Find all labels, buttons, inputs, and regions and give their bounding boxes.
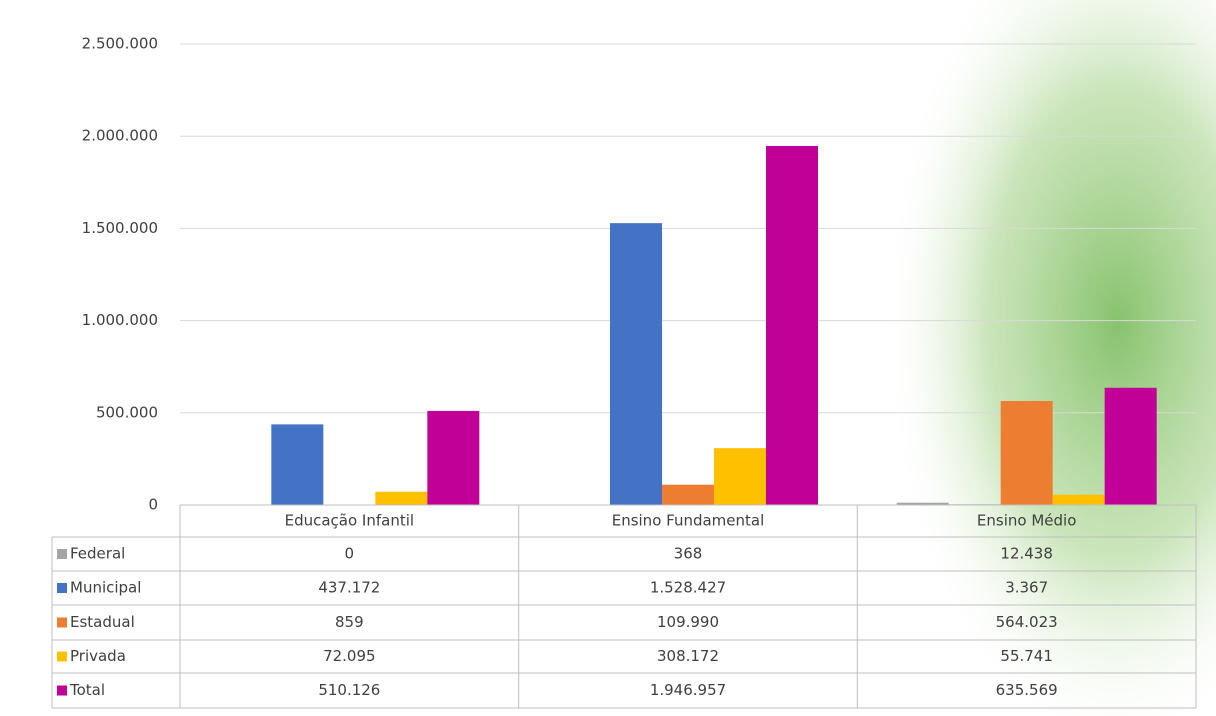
table-value: 3.367 bbox=[1005, 579, 1048, 597]
table-value: 1.946.957 bbox=[650, 681, 726, 699]
y-tick-label: 2.500.000 bbox=[82, 35, 158, 53]
table-value: 55.741 bbox=[1000, 647, 1053, 665]
table-value: 109.990 bbox=[657, 613, 719, 631]
plot: 0 500.000 1.000.000 1.500.000 2.000.000 2.500… bbox=[51, 35, 1197, 709]
bar bbox=[714, 448, 766, 505]
bar bbox=[1052, 494, 1105, 505]
x-tick-label: Educação Infantil bbox=[285, 512, 414, 530]
table-value: 72.095 bbox=[323, 647, 376, 665]
legend-label: Total bbox=[69, 681, 105, 699]
legend-label: Estadual bbox=[70, 613, 135, 631]
y-tick-label: 1.000.000 bbox=[82, 311, 158, 329]
bar bbox=[610, 223, 662, 505]
x-tick-label: Ensino Fundamental bbox=[612, 512, 765, 530]
table-value: 635.569 bbox=[996, 681, 1058, 699]
legend-swatch bbox=[57, 617, 67, 628]
background-wash bbox=[820, 0, 1216, 716]
table-value: 564.023 bbox=[996, 613, 1058, 631]
y-tick-label: 2.000.000 bbox=[82, 127, 158, 145]
bar bbox=[766, 145, 818, 505]
legend-swatch bbox=[57, 549, 67, 559]
y-tick-label: 0 bbox=[148, 496, 158, 514]
bar bbox=[1104, 387, 1157, 505]
table-value: 437.172 bbox=[318, 579, 380, 597]
table-value: 859 bbox=[335, 613, 364, 631]
legend-label: Federal bbox=[70, 545, 125, 563]
bar bbox=[375, 491, 428, 505]
bar bbox=[662, 484, 714, 505]
legend-label: Municipal bbox=[70, 579, 141, 597]
y-tick-label: 500.000 bbox=[96, 403, 158, 421]
bar bbox=[271, 424, 324, 505]
bar bbox=[1000, 400, 1053, 505]
table-value: 510.126 bbox=[318, 681, 380, 699]
table-value: 0 bbox=[345, 545, 355, 563]
y-tick-label: 1.500.000 bbox=[82, 219, 158, 237]
bar bbox=[896, 502, 949, 505]
table-value: 368 bbox=[674, 545, 703, 563]
legend-label: Privada bbox=[70, 647, 126, 665]
table-value: 308.172 bbox=[657, 647, 719, 665]
table-value: 1.528.427 bbox=[650, 579, 726, 597]
x-tick-label: Ensino Médio bbox=[977, 512, 1076, 530]
legend-swatch bbox=[57, 583, 67, 593]
legend-swatch bbox=[57, 651, 67, 662]
table-value: 12.438 bbox=[1000, 545, 1053, 563]
bar bbox=[427, 410, 480, 505]
legend-swatch bbox=[57, 685, 67, 696]
